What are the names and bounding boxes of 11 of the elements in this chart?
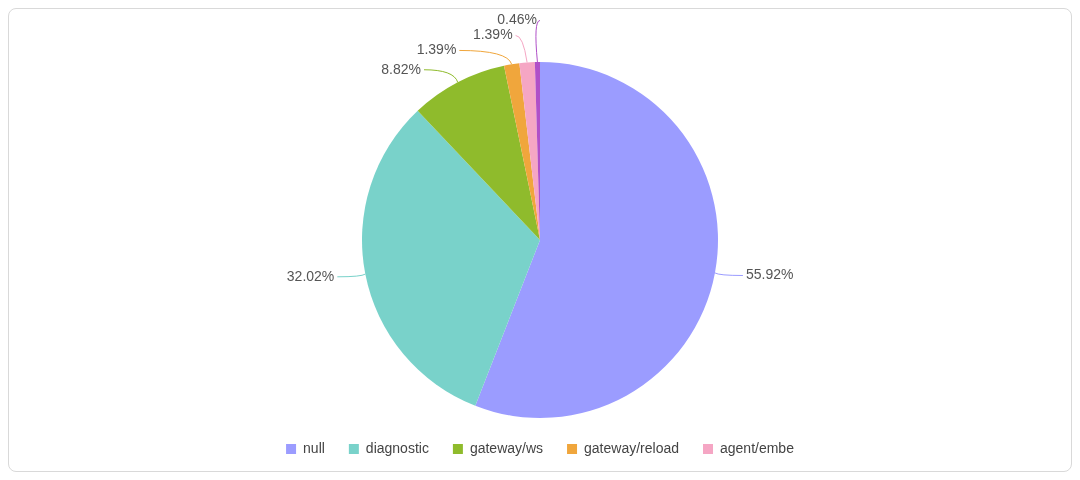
legend-label: gateway/reload [584, 439, 679, 456]
data-label: 8.82% [381, 60, 422, 77]
legend-label: agent/embe [719, 439, 795, 456]
legend-label: diagnostic [365, 439, 429, 456]
legend-label: gateway/ws [469, 439, 544, 456]
data-label: 1.39% [472, 26, 513, 43]
data-label: 55.92% [745, 266, 794, 283]
data-label: 32.02% [286, 267, 335, 284]
data-label: 0.46% [497, 11, 537, 28]
data-label: 1.39% [416, 41, 457, 58]
legend-label: null [303, 439, 325, 456]
